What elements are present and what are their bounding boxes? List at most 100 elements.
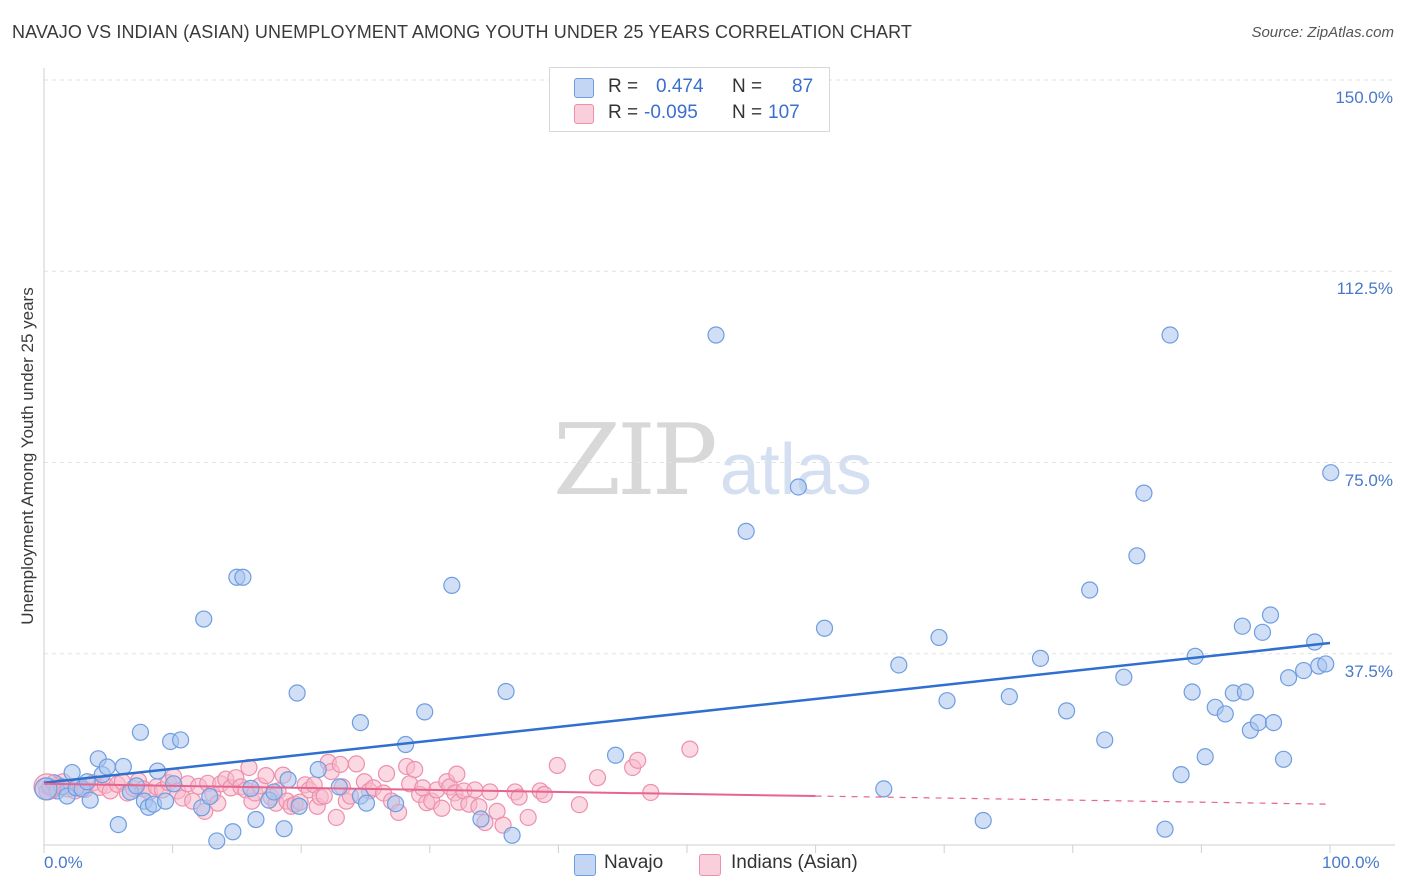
navajo-point: [330, 778, 348, 796]
legend-r-value-navajo: 0.474: [656, 76, 704, 97]
navajo-point: [386, 795, 405, 813]
bottom-legend-swatch-indian: [699, 854, 721, 876]
navajo-point: [1249, 713, 1268, 732]
legend-r-value-indian: -0.095: [644, 102, 698, 123]
navajo-point: [242, 779, 260, 797]
indian-point: [315, 787, 333, 805]
navajo-point: [224, 823, 242, 841]
indian-point: [406, 760, 424, 779]
navajo-point: [172, 731, 190, 749]
navajo-point: [974, 811, 992, 830]
navajo-point: [208, 832, 226, 850]
navajo-point: [1128, 547, 1146, 565]
indian-point: [681, 740, 699, 758]
indian-point: [548, 756, 566, 775]
navajo-point: [497, 682, 515, 701]
navajo-point: [1306, 633, 1324, 651]
legend-r-label: R =: [608, 102, 639, 123]
legend-swatch-indian: [574, 104, 594, 124]
legend-swatch-navajo: [574, 78, 594, 98]
navajo-point: [1096, 731, 1114, 749]
navajo-point: [503, 826, 521, 844]
legend-n-value-navajo: 87: [792, 76, 814, 97]
navajo-point: [930, 628, 948, 647]
navajo-point: [1031, 649, 1050, 667]
indian-point: [510, 788, 528, 806]
navajo-point: [875, 780, 893, 798]
navajo-point: [737, 522, 755, 540]
y-axis-label: Unemployment Among Youth under 25 years: [18, 287, 37, 625]
indian-point: [331, 755, 349, 774]
legend-r-label: R =: [608, 76, 639, 97]
navajo-point: [1135, 484, 1153, 502]
navajo-point: [890, 656, 908, 674]
correlation-legend: R = 0.474 N = 87 R = -0.095 N = 107: [549, 67, 830, 132]
navajo-point: [1322, 464, 1340, 482]
indian-point: [433, 799, 451, 817]
y-tick-label: 37.5%: [1344, 661, 1393, 681]
navajo-point: [1279, 669, 1298, 687]
x-tick-label-max: 100.0%: [1322, 853, 1380, 872]
navajo-point: [114, 757, 132, 776]
navajo-point: [288, 684, 306, 702]
navajo-point: [1115, 668, 1133, 686]
navajo-point: [247, 810, 265, 829]
watermark: ZIPatlas: [553, 404, 872, 518]
bottom-legend-swatch-navajo: [574, 854, 596, 876]
navajo-point: [351, 713, 370, 732]
indian-point: [448, 765, 466, 783]
navajo-point: [290, 797, 308, 815]
navajo-point: [707, 326, 725, 344]
x-tick-label-min: 0.0%: [44, 853, 83, 872]
navajo-point: [1000, 687, 1018, 706]
indian-point: [347, 755, 365, 773]
bottom-legend-label-indian: Indians (Asian): [731, 852, 858, 873]
navajo-point: [78, 773, 96, 791]
indian-trend-line: [43, 782, 816, 798]
navajo-point: [789, 478, 807, 496]
navajo-point: [938, 692, 956, 710]
navajo-point: [164, 775, 183, 793]
navajo-point: [1196, 748, 1214, 766]
indian-point: [257, 767, 275, 785]
navajo-point: [131, 723, 150, 741]
navajo-point: [416, 703, 434, 721]
bottom-legend-label-navajo: Navajo: [604, 852, 664, 873]
source-label: Source: ZipAtlas.com: [1251, 24, 1394, 41]
navajo-point: [195, 610, 213, 628]
navajo-point: [1236, 683, 1254, 701]
indian-point: [588, 769, 607, 787]
navajo-trend-line: [43, 641, 1331, 785]
navajo-point: [1274, 750, 1293, 768]
navajo-point: [1183, 683, 1201, 701]
y-tick-label: 150.0%: [1335, 88, 1393, 107]
legend-n-label: N =: [732, 102, 763, 123]
navajo-point: [279, 771, 297, 789]
indian-trend-line-dashed: [815, 795, 1331, 805]
navajo-point: [156, 792, 175, 810]
navajo-point: [472, 810, 490, 828]
indian-point: [570, 796, 588, 814]
y-tick-label: 75.0%: [1344, 470, 1393, 490]
navajo-point: [1172, 766, 1190, 784]
indian-point: [629, 751, 647, 769]
watermark-zip: ZIP: [553, 404, 718, 518]
navajo-point: [357, 794, 376, 812]
indian-point: [327, 808, 345, 827]
navajo-point: [1295, 661, 1313, 680]
navajo-point: [1233, 617, 1251, 635]
navajo-point: [606, 746, 625, 764]
navajo-point: [815, 619, 834, 637]
navajo-point: [234, 568, 252, 586]
navajo-point: [1216, 705, 1234, 723]
navajo-point: [1261, 606, 1280, 624]
y-tick-label: 112.5%: [1336, 279, 1393, 299]
navajo-point: [81, 791, 99, 809]
navajo-point: [98, 758, 116, 776]
navajo-point: [1253, 623, 1272, 641]
legend-n-label: N =: [732, 76, 763, 97]
navajo-point: [309, 760, 327, 779]
legend-n-value-indian: 107: [768, 102, 800, 123]
watermark-atlas: atlas: [719, 430, 872, 510]
